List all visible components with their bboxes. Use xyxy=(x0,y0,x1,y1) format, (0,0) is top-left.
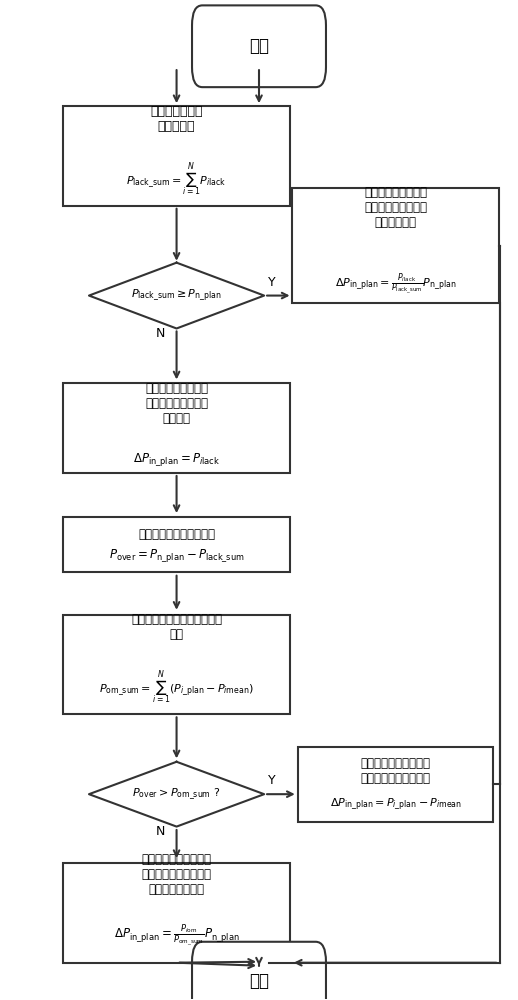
FancyBboxPatch shape xyxy=(192,942,326,1000)
Polygon shape xyxy=(89,263,264,328)
FancyBboxPatch shape xyxy=(63,383,290,473)
Text: $\Delta P_{\mathrm{in\_plan}} = \frac{P_{i\mathrm{om}}}{P_{\mathrm{om\_sum}}} P_: $\Delta P_{\mathrm{in\_plan}} = \frac{P_… xyxy=(114,923,239,949)
Text: N: N xyxy=(155,825,165,838)
Polygon shape xyxy=(89,762,264,827)
Text: 开始: 开始 xyxy=(249,37,269,55)
Text: $P_{\mathrm{lack\_sum}} \geq P_{\mathrm{n\_plan}}$: $P_{\mathrm{lack\_sum}} \geq P_{\mathrm{… xyxy=(131,288,222,303)
FancyBboxPatch shape xyxy=(63,615,290,714)
Text: $P_{\mathrm{lack\_sum}} = \sum_{i=1}^{N} P_{i\mathrm{lack}}$: $P_{\mathrm{lack\_sum}} = \sum_{i=1}^{N}… xyxy=(126,162,227,199)
Text: $P_{\mathrm{over}} > P_{\mathrm{om\_sum}}$ ?: $P_{\mathrm{over}} > P_{\mathrm{om\_sum}… xyxy=(132,786,221,802)
Text: 计算光伏电站空
闲容量总和: 计算光伏电站空 闲容量总和 xyxy=(150,105,203,133)
Text: $\Delta P_{\mathrm{in\_plan}} = P_{i\_\mathrm{plan}} - P_{i\mathrm{mean}}$: $\Delta P_{\mathrm{in\_plan}} = P_{i\_\m… xyxy=(329,796,462,812)
Text: $P_{\mathrm{om\_sum}} = \sum_{i=1}^{N} (P_{i\_\mathrm{plan}} - P_{i\mathrm{mean}: $P_{\mathrm{om\_sum}} = \sum_{i=1}^{N} (… xyxy=(99,670,254,707)
Text: 按照空闲容量比削减
有空闲容量的光伏电
站出力计划值: 按照空闲容量比削减 有空闲容量的光伏电 站出力计划值 xyxy=(364,186,427,229)
Text: $\Delta P_{\mathrm{in\_plan}} = \frac{P_{i\mathrm{lack}}}{P_{\mathrm{lack\_sum}}: $\Delta P_{\mathrm{in\_plan}} = \frac{P_… xyxy=(335,271,456,297)
Text: 还需削减的计划出力总量: 还需削减的计划出力总量 xyxy=(138,528,215,541)
FancyBboxPatch shape xyxy=(298,747,494,822)
FancyBboxPatch shape xyxy=(293,188,499,303)
Text: $\Delta P_{\mathrm{in\_plan}} = P_{i\mathrm{lack}}$: $\Delta P_{\mathrm{in\_plan}} = P_{i\mat… xyxy=(133,451,220,468)
Text: 超出均分值的光伏电站
计划值削减至其均分值: 超出均分值的光伏电站 计划值削减至其均分值 xyxy=(361,757,430,785)
Text: Y: Y xyxy=(268,276,276,289)
Text: 有空闲容量的光伏电
站计划值削减至其实
际出力值: 有空闲容量的光伏电 站计划值削减至其实 际出力值 xyxy=(145,382,208,425)
Text: N: N xyxy=(155,327,165,340)
Text: 结束: 结束 xyxy=(249,972,269,990)
FancyBboxPatch shape xyxy=(63,106,290,206)
Text: 计算各光伏电站超均分值容量
之和: 计算各光伏电站超均分值容量 之和 xyxy=(131,613,222,641)
FancyBboxPatch shape xyxy=(63,517,290,572)
FancyBboxPatch shape xyxy=(63,863,290,963)
Text: $P_{\mathrm{over}} = P_{\mathrm{n\_plan}} - P_{\mathrm{lack\_sum}}$: $P_{\mathrm{over}} = P_{\mathrm{n\_plan}… xyxy=(109,547,244,564)
FancyBboxPatch shape xyxy=(192,5,326,87)
Text: 根据各光伏电站计划值
超出均分值的比例削减
光伏电站的计划值: 根据各光伏电站计划值 超出均分值的比例削减 光伏电站的计划值 xyxy=(141,853,211,896)
Text: Y: Y xyxy=(268,774,276,787)
